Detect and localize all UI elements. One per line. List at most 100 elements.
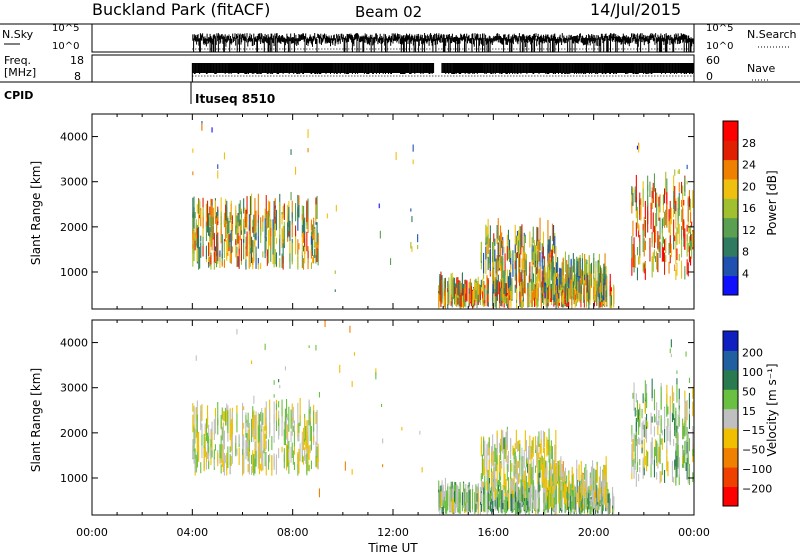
velocity-echo-segment xyxy=(310,445,311,453)
nsky-sample xyxy=(466,37,467,52)
power-echo-segment xyxy=(545,286,546,293)
velocity-echo-segment xyxy=(538,473,539,492)
velocity-echo-segment xyxy=(206,462,207,470)
velocity-echo-segment xyxy=(285,416,286,438)
power-echo-segment xyxy=(524,270,525,293)
power-echo-segment xyxy=(268,211,269,228)
power-echo-segment xyxy=(311,223,312,229)
velocity-echo-segment xyxy=(505,496,506,514)
power-colorbar-swatch xyxy=(723,160,738,180)
velocity-echo-segment xyxy=(483,459,484,475)
power-colorbar-tick-label: 28 xyxy=(742,137,756,150)
power-colorbar-swatch xyxy=(723,179,738,199)
power-echo-segment xyxy=(444,295,445,304)
velocity-echo-segment xyxy=(642,423,643,441)
velocity-echo-segment xyxy=(536,445,537,451)
velocity-echo-segment xyxy=(540,485,541,491)
velocity-echo-segment xyxy=(249,457,250,474)
power-echo-segment xyxy=(654,173,655,191)
velocity-echo-segment xyxy=(537,456,538,478)
power-echo-segment xyxy=(638,223,639,230)
velocity-echo-segment xyxy=(212,422,213,432)
velocity-echo-segment xyxy=(217,402,218,425)
velocity-echo-segment xyxy=(236,405,237,413)
velocity-echo-segment xyxy=(543,431,544,448)
power-echo-segment xyxy=(217,164,218,169)
power-echo-segment xyxy=(553,256,554,278)
power-echo-segment xyxy=(490,225,491,248)
power-echo-segment xyxy=(681,209,682,222)
power-echo-segment xyxy=(410,242,411,249)
power-echo-segment xyxy=(512,284,513,296)
power-echo-segment xyxy=(535,253,536,260)
power-echo-segment xyxy=(536,228,537,240)
power-echo-segment xyxy=(494,239,495,246)
power-echo-segment xyxy=(643,263,644,272)
power-echo-segment xyxy=(613,285,614,304)
power-echo-segment xyxy=(679,254,680,261)
velocity-echo-segment xyxy=(230,465,231,474)
power-echo-segment xyxy=(508,240,509,259)
power-echo-segment xyxy=(241,217,242,230)
power-echo-segment xyxy=(243,198,244,213)
velocity-echo-segment xyxy=(266,452,267,468)
velocity-echo-segment xyxy=(294,420,295,431)
power-echo-segment xyxy=(471,286,472,306)
velocity-echo-segment xyxy=(457,486,458,508)
power-echo-segment xyxy=(235,226,236,235)
power-echo-segment xyxy=(208,242,209,256)
power-echo-segment xyxy=(206,246,207,260)
nsky-sample xyxy=(244,34,245,53)
velocity-echo-segment xyxy=(526,440,527,459)
power-colorbar-swatch xyxy=(723,237,738,257)
power-echo-segment xyxy=(297,257,298,270)
power-echo-segment xyxy=(258,237,259,249)
power-echo-segment xyxy=(637,268,638,281)
power-echo-segment xyxy=(653,212,654,232)
power-echo-segment xyxy=(673,236,674,249)
power-echo-segment xyxy=(311,250,312,259)
velocity-echo-segment xyxy=(317,458,318,469)
power-echo-segment xyxy=(224,241,225,258)
freq-unit-label: [MHz] xyxy=(4,66,36,79)
velocity-echo-segment xyxy=(287,438,288,445)
velocity-echo-segment xyxy=(535,489,536,510)
power-echo-segment xyxy=(258,263,259,269)
power-echo-segment xyxy=(574,290,575,302)
velocity-echo-segment xyxy=(534,502,535,509)
velocity-echo-segment xyxy=(559,476,560,490)
velocity-echo-segment xyxy=(310,421,311,441)
power-echo-segment xyxy=(606,279,607,287)
power-echo-segment xyxy=(209,227,210,236)
power-echo-segment xyxy=(540,218,541,241)
velocity-echo-segment xyxy=(609,494,610,514)
power-echo-segment xyxy=(537,227,538,241)
velocity-echo-segment xyxy=(253,428,254,441)
power-echo-segment xyxy=(335,270,336,274)
power-echo-segment xyxy=(606,291,607,302)
power-echo-segment xyxy=(589,280,590,299)
power-echo-segment xyxy=(571,259,572,280)
velocity-echo-segment xyxy=(438,502,439,512)
power-echo-segment xyxy=(214,233,215,251)
power-echo-segment xyxy=(656,204,657,226)
freq-tick-bottom: 8 xyxy=(74,70,81,83)
nsky-sample xyxy=(655,33,656,37)
power-echo-segment xyxy=(295,226,296,237)
velocity-echo-segment xyxy=(204,448,205,471)
power-echo-segment xyxy=(679,224,680,244)
nsky-sample xyxy=(483,38,484,46)
velocity-echo-segment xyxy=(655,416,656,422)
power-echo-segment xyxy=(655,213,656,230)
velocity-echo-segment xyxy=(499,489,500,499)
velocity-echo-segment xyxy=(664,429,665,442)
power-echo-segment xyxy=(380,231,381,239)
power-echo-segment xyxy=(279,219,280,239)
velocity-echo-segment xyxy=(638,409,639,419)
power-echo-segment xyxy=(565,274,566,284)
power-echo-segment xyxy=(284,226,285,245)
velocity-echo-segment xyxy=(636,471,637,487)
velocity-echo-segment xyxy=(298,449,299,472)
power-echo-segment xyxy=(523,252,524,273)
power-echo-segment xyxy=(417,245,418,249)
